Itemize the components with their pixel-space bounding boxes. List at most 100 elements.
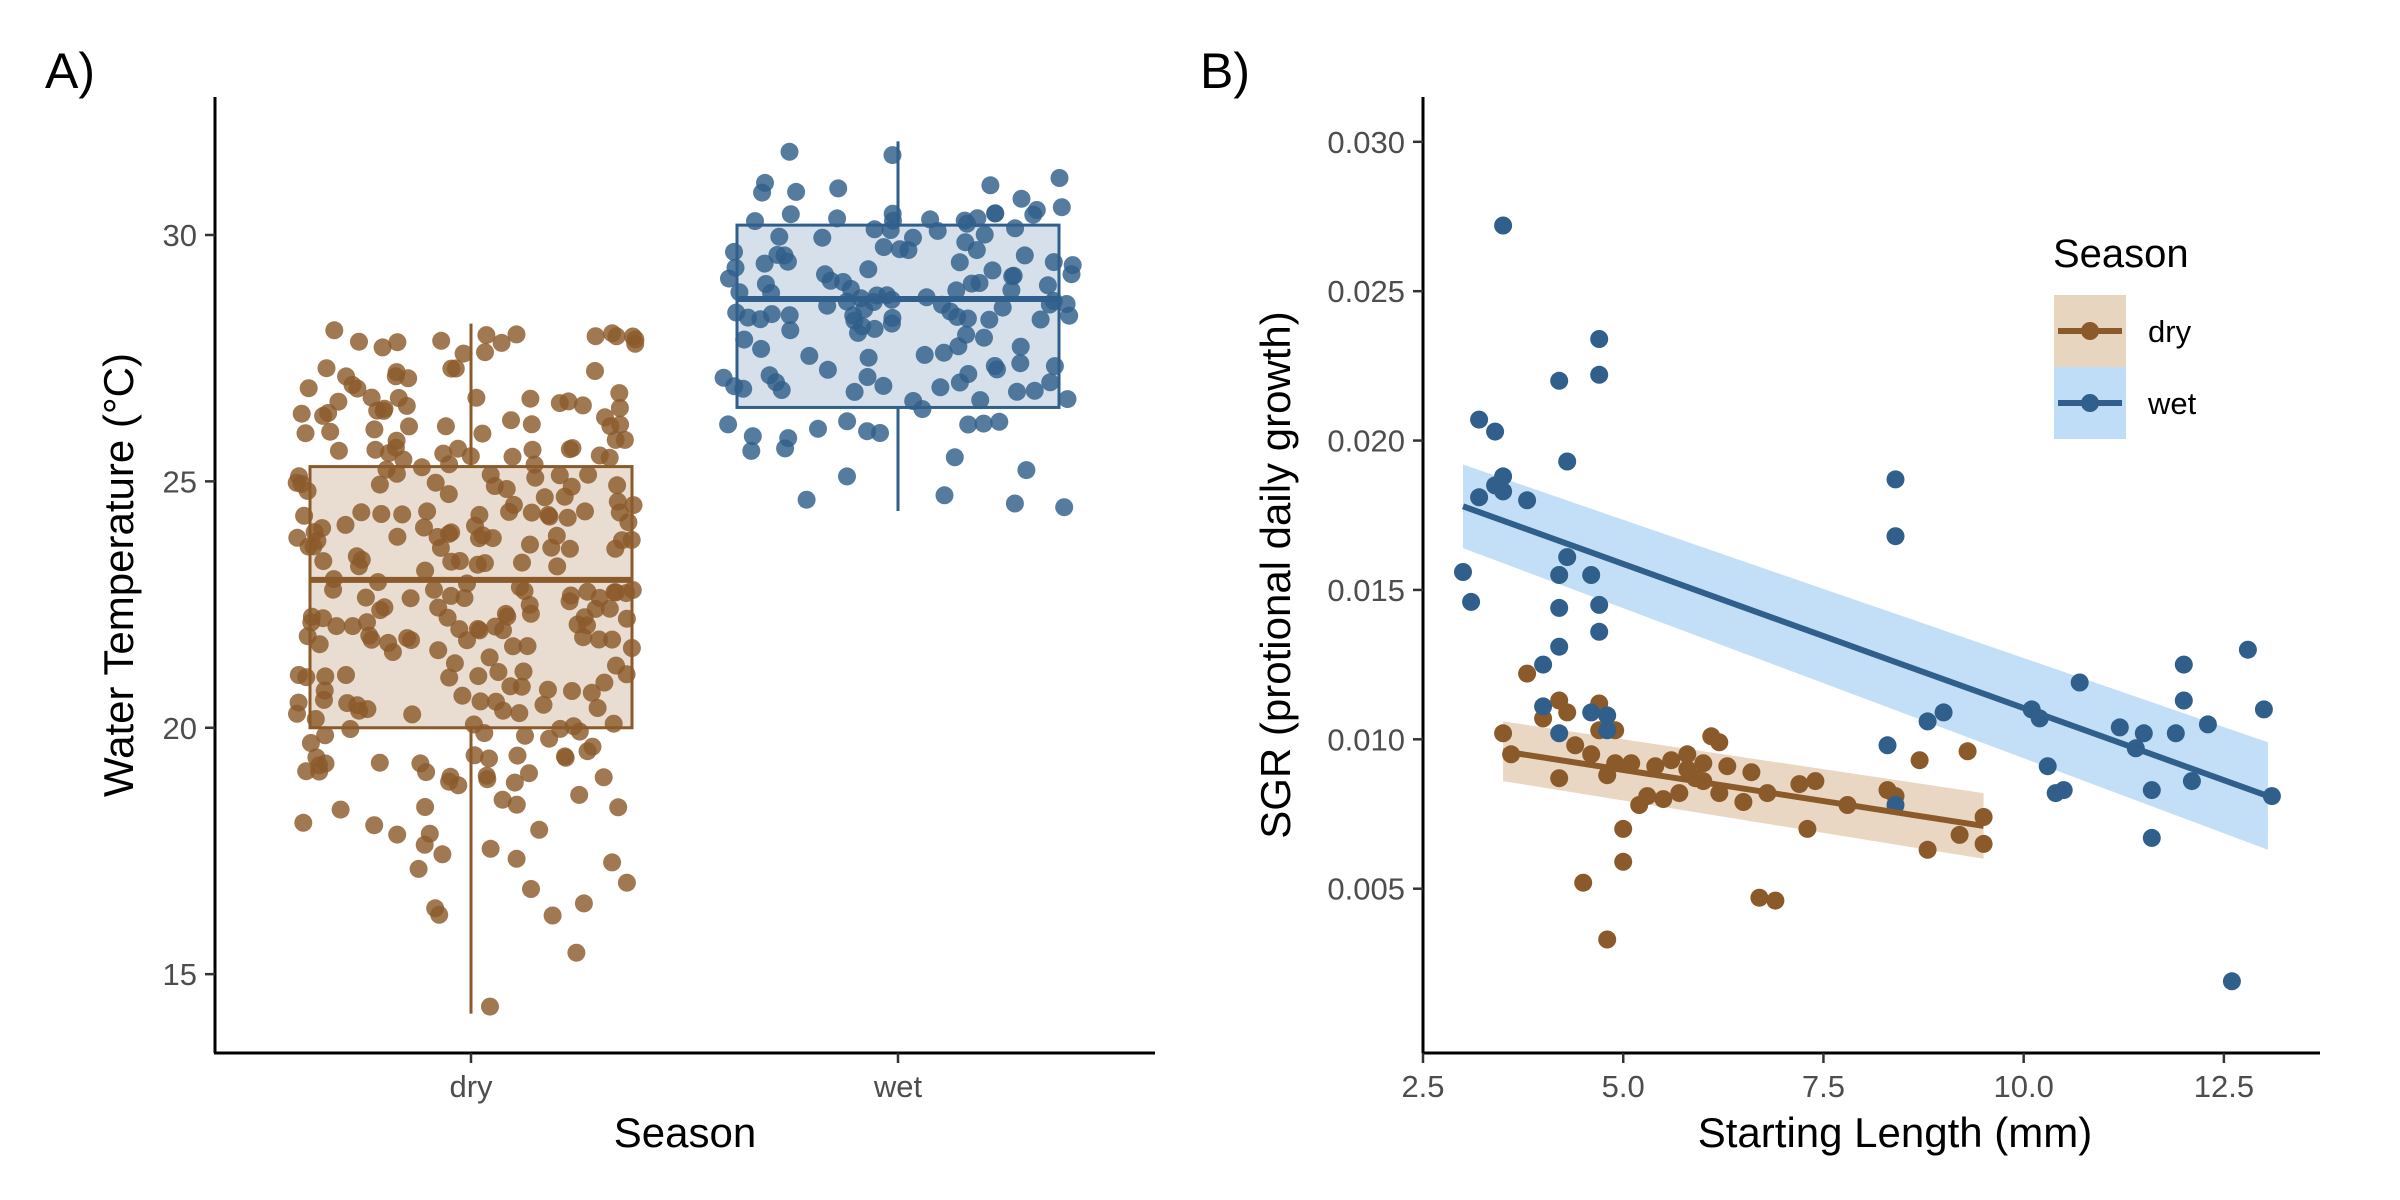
data-point-dry — [1718, 757, 1737, 776]
data-point-dry — [337, 666, 355, 684]
data-point-dry — [594, 768, 613, 787]
data-point-dry — [466, 516, 484, 535]
data-point-dry — [1558, 703, 1577, 722]
legend-key-point-dry — [2081, 322, 2099, 340]
data-point-wet — [2174, 655, 2193, 674]
data-point-wet — [730, 283, 749, 302]
data-point-dry — [374, 401, 393, 420]
data-point-dry — [416, 798, 435, 816]
data-point-dry — [573, 396, 592, 415]
data-point-dry — [310, 762, 329, 781]
data-point-wet — [776, 439, 795, 458]
data-point-wet — [1063, 256, 1082, 275]
data-point-dry — [567, 943, 586, 962]
data-point-wet — [1470, 410, 1489, 429]
data-point-wet — [1494, 482, 1513, 501]
x-tick-label: 10.0 — [1993, 1069, 2053, 1104]
data-point-dry — [380, 444, 398, 463]
data-point-dry — [1974, 834, 1993, 853]
x-tick-label: 5.0 — [1602, 1069, 1645, 1104]
data-point-wet — [962, 274, 981, 293]
data-point-dry — [473, 424, 492, 443]
data-point-dry — [324, 580, 343, 599]
data-point-wet — [752, 339, 771, 358]
data-point-dry — [478, 770, 497, 789]
data-point-wet — [1598, 706, 1617, 725]
data-point-wet — [1470, 488, 1489, 507]
data-point-dry — [514, 662, 533, 681]
data-point-dry — [607, 327, 626, 346]
y-tick-label: 0.015 — [1327, 573, 1405, 608]
data-point-wet — [1454, 563, 1472, 581]
data-point-dry — [1750, 888, 1769, 907]
data-point-dry — [1734, 793, 1753, 811]
data-point-dry — [440, 772, 459, 791]
data-point-wet — [1006, 219, 1025, 238]
data-point-wet — [945, 448, 964, 467]
data-point-wet — [772, 381, 791, 399]
data-point-wet — [1050, 169, 1069, 187]
data-point-dry — [411, 754, 430, 773]
data-point-dry — [1950, 825, 1969, 844]
data-point-dry — [379, 633, 398, 652]
data-point-dry — [504, 495, 523, 514]
data-point-dry — [521, 389, 540, 408]
data-point-wet — [2262, 787, 2281, 806]
data-point-wet — [983, 261, 1002, 280]
data-point-dry — [425, 580, 443, 599]
data-point-dry — [522, 415, 541, 434]
data-point-dry — [475, 724, 494, 743]
data-point-dry — [471, 692, 490, 711]
data-point-wet — [1012, 189, 1031, 208]
data-point-dry — [467, 388, 486, 407]
data-point-dry — [1766, 891, 1785, 910]
data-point-dry — [302, 613, 321, 632]
data-point-dry — [412, 458, 431, 477]
data-point-dry — [458, 631, 476, 650]
data-point-wet — [986, 204, 1005, 223]
data-point-dry — [366, 440, 385, 459]
data-point-dry — [329, 392, 348, 411]
data-point-dry — [426, 473, 445, 492]
data-point-dry — [574, 894, 593, 913]
data-point-dry — [289, 666, 308, 684]
data-point-dry — [600, 599, 619, 618]
data-point-wet — [1590, 622, 1609, 641]
data-point-wet — [1008, 382, 1026, 401]
data-point-wet — [1025, 381, 1044, 400]
data-point-wet — [980, 310, 999, 329]
data-point-wet — [858, 368, 877, 386]
data-point-dry — [341, 720, 360, 738]
data-point-wet — [727, 303, 746, 322]
data-point-dry — [292, 475, 311, 493]
data-point-dry — [429, 598, 448, 617]
data-point-wet — [2134, 724, 2153, 743]
panel-b-x-title: Starting Length (mm) — [1698, 1109, 2093, 1156]
data-point-dry — [301, 734, 320, 752]
data-point-dry — [299, 379, 318, 398]
legend-label-wet: wet — [2147, 386, 2197, 421]
data-point-dry — [336, 515, 355, 534]
fit-line-dry — [1502, 748, 1985, 829]
data-point-dry — [429, 641, 448, 660]
data-point-dry — [518, 637, 537, 656]
data-point-wet — [2038, 757, 2057, 776]
data-point-wet — [797, 490, 816, 509]
y-tick-label: 15 — [163, 957, 197, 992]
data-point-dry — [362, 388, 381, 407]
data-point-dry — [503, 447, 522, 466]
data-point-dry — [582, 683, 601, 702]
data-point-dry — [1646, 757, 1665, 776]
y-tick-label: 0.005 — [1327, 872, 1405, 907]
data-point-dry — [510, 578, 529, 597]
data-point-dry — [455, 589, 474, 607]
panel-b-y-title: SGR (protional daily growth) — [1252, 311, 1299, 839]
data-point-dry — [560, 539, 579, 558]
panel-a-x-title: Season — [614, 1109, 756, 1156]
data-point-dry — [622, 530, 641, 549]
data-point-dry — [486, 617, 505, 636]
data-point-dry — [516, 726, 534, 745]
data-point-dry — [1518, 664, 1537, 683]
data-point-wet — [2110, 718, 2129, 737]
data-point-wet — [781, 321, 800, 340]
